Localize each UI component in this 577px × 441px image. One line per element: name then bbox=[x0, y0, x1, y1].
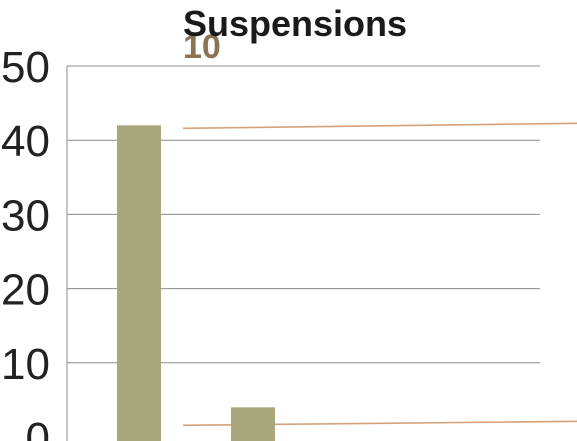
bar-2 bbox=[231, 407, 275, 441]
chart-title: Suspensions bbox=[183, 3, 407, 44]
y-tick-label-30: 30 bbox=[1, 191, 50, 240]
bars bbox=[117, 125, 275, 441]
y-tick-labels: 0 10 20 30 40 50 bbox=[1, 43, 50, 441]
y-tick-label-40: 40 bbox=[1, 117, 50, 166]
bar-1 bbox=[117, 125, 161, 441]
y-tick-label-10: 10 bbox=[1, 340, 50, 389]
trend-lines bbox=[182, 122, 577, 427]
trend-line-1 bbox=[182, 122, 577, 130]
y-tick-label-20: 20 bbox=[1, 266, 50, 315]
y-tick-label-50: 50 bbox=[1, 43, 50, 92]
partial-label: 10 bbox=[183, 28, 221, 66]
y-tick-label-0: 0 bbox=[26, 414, 50, 441]
